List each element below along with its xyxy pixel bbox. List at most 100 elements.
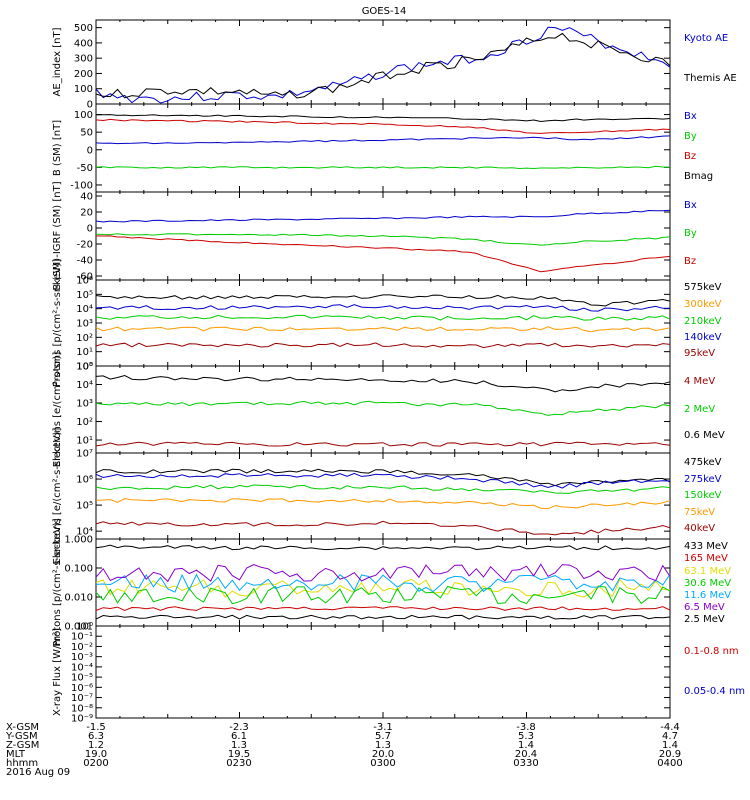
y-tick-label: 50 — [80, 128, 93, 139]
series-line — [95, 114, 671, 123]
y-tick-label: -50 — [77, 163, 93, 174]
y-axis-label: Electrons [e/(cm²-s-sr-keV)] — [52, 427, 63, 564]
legend-label: 210keV — [684, 316, 722, 327]
series-line — [95, 472, 671, 489]
legend-label: 95keV — [684, 348, 715, 359]
series-line — [95, 235, 671, 273]
y-tick-label: 10¹ — [76, 347, 93, 358]
legend-label: By — [684, 228, 697, 239]
panel-3: 40 20 0 -20 -40 -60 B (SM)-IGRF (SM) [nT] Bx By B… — [52, 181, 697, 290]
series-line — [95, 484, 671, 494]
series-line — [95, 614, 671, 620]
panel-frame — [95, 279, 671, 367]
y-tick-label: 10⁴ — [76, 527, 93, 538]
legend-label: Bmag — [684, 171, 713, 182]
series-line — [95, 606, 671, 612]
series-line — [95, 294, 671, 307]
orbit-cell: 0200 — [83, 758, 108, 769]
legend-label: 6.5 MeV — [684, 602, 725, 613]
series-line — [95, 441, 671, 447]
orbit-cell: 4.7 — [662, 731, 678, 742]
y-tick-label: -20 — [77, 240, 93, 251]
series-line — [95, 326, 671, 333]
y-tick-label: 10⁻³ — [71, 652, 93, 663]
legend-label: 275keV — [684, 474, 722, 485]
panel-6: 10⁴ 10⁵ 10⁶ 10⁷ Electrons [e/(cm²-s-sr-keV)]… — [52, 427, 722, 564]
y-tick-label: -100 — [70, 180, 93, 191]
y-tick-label: 10⁰ — [76, 362, 93, 373]
legend-label: Kyoto AE — [684, 33, 728, 44]
y-tick-label: 0.010 — [64, 593, 93, 604]
legend-label: Themis AE — [683, 73, 737, 84]
y-tick-label: 10⁶ — [76, 276, 93, 287]
orbit-cell: 1.4 — [662, 740, 678, 751]
series-line — [95, 573, 671, 593]
series-line — [95, 233, 671, 246]
legend-label: Bx — [684, 200, 697, 211]
y-axis-label: X-ray Flux [W/m²] — [52, 628, 63, 716]
orbit-cell: -1.5 — [86, 722, 106, 733]
y-tick-label: 10⁻⁶ — [71, 683, 93, 694]
y-axis-label: B (SM) [nT] — [52, 120, 63, 176]
panel-5: 10¹ 10² 10³ 10⁴ 10⁵ Electrons [e/(cm²-s-sr)] 4… — [52, 352, 725, 468]
series-line — [95, 578, 671, 598]
series-line — [95, 118, 671, 134]
series-line — [95, 26, 671, 104]
y-axis-label: AE_index [nT] — [52, 27, 63, 96]
y-tick-label: 10⁵ — [76, 362, 93, 373]
y-tick-label: 10³ — [76, 319, 93, 330]
y-tick-label: 10⁴ — [76, 380, 93, 391]
series-line — [95, 400, 671, 416]
orbit-cell: 19.0 — [85, 749, 107, 760]
y-tick-label: 10² — [76, 333, 93, 344]
y-axis-label: Electrons [e/(cm²-s-sr)] — [52, 352, 63, 468]
y-tick-label: 10⁻¹ — [71, 632, 93, 643]
y-tick-label: 10⁶ — [76, 475, 93, 486]
series-line — [95, 209, 671, 223]
y-tick-label: 20 — [80, 208, 93, 219]
orbit-row-label: MLT — [6, 749, 26, 760]
y-tick-label: 0 — [87, 100, 93, 111]
legend-label: 40keV — [684, 523, 715, 534]
y-tick-label: 10⁻⁴ — [71, 662, 93, 673]
legend-label: 11.6 MeV — [684, 590, 731, 601]
y-tick-label: 10⁻² — [71, 642, 93, 653]
y-tick-label: 0.001 — [64, 622, 93, 633]
legend-label: 140keV — [684, 332, 722, 343]
orbit-cell: -3.1 — [373, 722, 393, 733]
legend-label: 2.5 MeV — [684, 614, 725, 625]
legend-label: 0.05-0.4 nm — [684, 686, 745, 697]
legend-label: 75keV — [684, 507, 715, 518]
orbit-cell: 0400 — [657, 758, 682, 769]
series-line — [95, 314, 671, 321]
y-tick-label: 400 — [74, 38, 93, 49]
series-line — [95, 304, 670, 312]
y-tick-label: 10⁵ — [76, 290, 93, 301]
orbit-cell: -2.3 — [229, 722, 249, 733]
y-tick-label: 10¹ — [76, 436, 93, 447]
orbit-cell: 0330 — [513, 758, 538, 769]
y-axis-label: Protons [p/(cm²-s-sr-keV)] — [52, 259, 63, 387]
panel-4: 10⁰ 10¹ 10² 10³ 10⁴ 10⁵ 10⁶ Protons [p/(cm²-s-s… — [52, 259, 722, 387]
y-tick-label: 300 — [74, 54, 93, 65]
y-tick-label: 10⁻⁹ — [71, 714, 93, 725]
y-tick-label: 10⁰ — [76, 622, 93, 633]
orbit-row-label: Z-GSM — [6, 740, 39, 751]
plot-title: GOES-14 — [362, 6, 407, 17]
y-tick-label: 100 — [74, 84, 93, 95]
y-tick-label: 1.000 — [64, 535, 93, 546]
orbit-cell: 0230 — [226, 758, 251, 769]
y-tick-label: 10⁷ — [76, 449, 93, 460]
legend-label: 63.1 MeV — [684, 566, 731, 577]
series-line — [95, 563, 671, 583]
series-line — [95, 135, 671, 145]
series-line — [95, 468, 671, 487]
orbit-cell: 20.4 — [515, 749, 537, 760]
y-tick-label: 10⁻⁸ — [71, 703, 93, 714]
y-axis-label: Protons [p/(cm²-s-sr-keV)] — [52, 518, 63, 646]
legend-label: 475keV — [684, 457, 722, 468]
orbit-cell: 20.0 — [372, 749, 394, 760]
